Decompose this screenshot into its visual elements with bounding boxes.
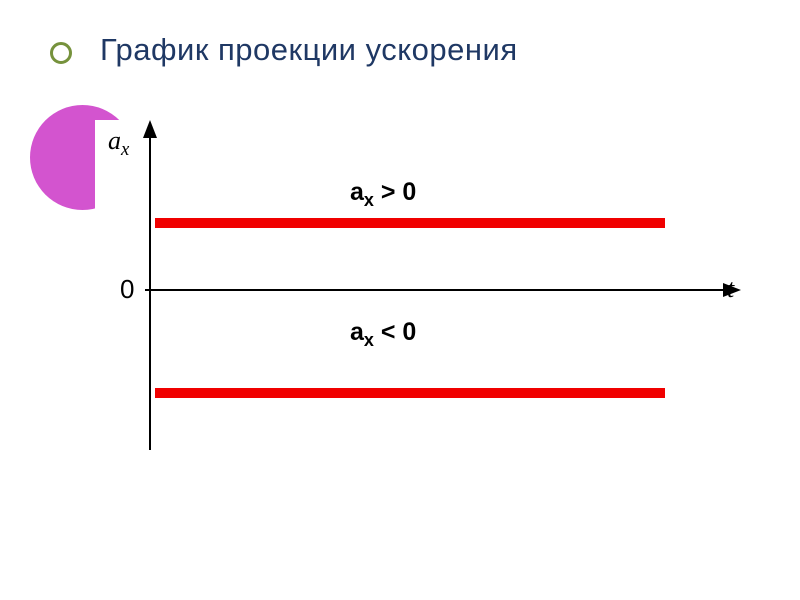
page-title: График проекции ускорения [100, 32, 518, 68]
origin-label: 0 [120, 274, 134, 305]
series-line [155, 218, 665, 228]
series-line [155, 388, 665, 398]
title-bullet-icon [50, 42, 72, 64]
y-axis-label: ax [108, 126, 129, 161]
x-axis-label: t [727, 274, 734, 304]
chart-axes [95, 120, 745, 460]
acceleration-chart: ax t 0 ax > 0 ax < 0 [95, 120, 745, 460]
condition-label: ax < 0 [350, 318, 416, 351]
condition-label: ax > 0 [350, 178, 416, 211]
